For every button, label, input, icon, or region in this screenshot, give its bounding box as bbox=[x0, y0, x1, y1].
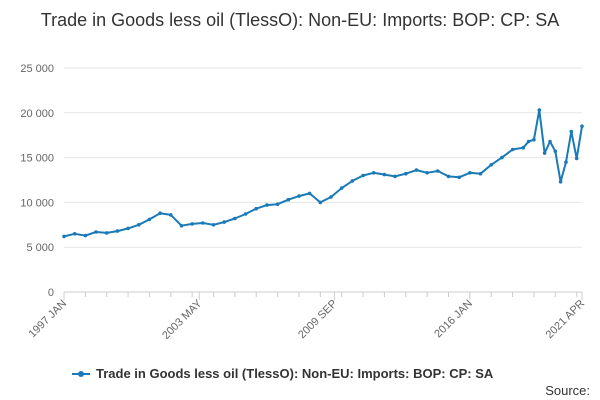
legend[interactable]: Trade in Goods less oil (TlessO): Non-EU… bbox=[72, 366, 493, 381]
data-point[interactable] bbox=[393, 174, 397, 179]
data-point[interactable] bbox=[307, 191, 312, 196]
series-layer bbox=[62, 108, 584, 239]
data-point[interactable] bbox=[569, 129, 574, 134]
source-label: Source: bbox=[545, 383, 590, 398]
data-point[interactable] bbox=[137, 223, 141, 227]
data-point[interactable] bbox=[500, 155, 504, 160]
data-point[interactable] bbox=[548, 139, 552, 144]
data-point[interactable] bbox=[265, 203, 269, 207]
y-tick-label: 25 000 bbox=[20, 63, 54, 75]
data-point[interactable] bbox=[537, 108, 542, 112]
data-point[interactable] bbox=[275, 202, 280, 206]
data-point[interactable] bbox=[147, 217, 152, 222]
legend-line-marker-icon bbox=[72, 370, 90, 377]
y-tick-label: 5 000 bbox=[26, 242, 54, 254]
data-point[interactable] bbox=[468, 171, 472, 175]
data-point[interactable] bbox=[371, 171, 376, 175]
data-point[interactable] bbox=[404, 171, 408, 176]
data-point[interactable] bbox=[526, 139, 531, 144]
data-point[interactable] bbox=[243, 212, 248, 216]
x-tick-label: 2016 JAN bbox=[432, 298, 475, 341]
data-point[interactable] bbox=[574, 156, 579, 161]
x-tick-label: 2009 SEP bbox=[296, 298, 340, 342]
data-point[interactable] bbox=[115, 229, 120, 233]
data-point[interactable] bbox=[233, 216, 237, 221]
y-axis-ticks: 0 5 000 10 000 15 000 20 000 25 000 bbox=[20, 63, 54, 299]
data-point[interactable] bbox=[83, 233, 88, 238]
y-tick-label: 0 bbox=[48, 287, 54, 299]
y-tick-label: 10 000 bbox=[20, 197, 54, 209]
data-point[interactable] bbox=[254, 206, 258, 211]
data-point[interactable] bbox=[94, 230, 98, 234]
data-point[interactable] bbox=[158, 211, 162, 215]
data-point[interactable] bbox=[222, 220, 226, 224]
data-point[interactable] bbox=[211, 223, 216, 227]
series-line bbox=[63, 109, 583, 238]
x-tick-label: 2003 MAY bbox=[160, 297, 205, 342]
data-point[interactable] bbox=[104, 231, 109, 235]
legend-label: Trade in Goods less oil (TlessO): Non-EU… bbox=[96, 366, 494, 381]
data-point[interactable] bbox=[564, 160, 568, 164]
data-point[interactable] bbox=[286, 197, 291, 202]
data-point[interactable] bbox=[169, 213, 173, 217]
data-point[interactable] bbox=[297, 194, 301, 198]
y-tick-label: 15 000 bbox=[20, 153, 54, 165]
data-point[interactable] bbox=[318, 200, 323, 205]
y-tick-label: 20 000 bbox=[20, 108, 54, 120]
data-point[interactable] bbox=[382, 172, 387, 177]
data-point[interactable] bbox=[436, 169, 440, 173]
gridlines bbox=[64, 67, 582, 293]
data-point[interactable] bbox=[489, 163, 494, 167]
data-point[interactable] bbox=[201, 221, 205, 225]
data-point[interactable] bbox=[542, 151, 547, 155]
data-point[interactable] bbox=[329, 195, 333, 199]
data-point[interactable] bbox=[532, 137, 536, 142]
data-point[interactable] bbox=[62, 234, 66, 239]
x-tick-label: 2021 APR bbox=[544, 298, 588, 342]
data-point[interactable] bbox=[446, 174, 451, 179]
data-point[interactable] bbox=[339, 186, 344, 190]
data-point[interactable] bbox=[361, 173, 365, 178]
data-point[interactable] bbox=[478, 171, 483, 176]
data-point[interactable] bbox=[558, 180, 563, 184]
data-point[interactable] bbox=[457, 175, 462, 180]
data-point[interactable] bbox=[521, 145, 526, 150]
data-point[interactable] bbox=[425, 171, 429, 175]
data-point[interactable] bbox=[179, 223, 184, 228]
chart-title: Trade in Goods less oil (TlessO): Non-EU… bbox=[40, 10, 560, 30]
data-point[interactable] bbox=[190, 222, 194, 226]
x-tick-label: 1997 JAN bbox=[26, 298, 69, 341]
x-axis: 1997 JAN 2003 MAY 2009 SEP 2016 JAN 2021 APR bbox=[26, 292, 587, 342]
data-point[interactable] bbox=[126, 226, 130, 231]
data-point[interactable] bbox=[350, 179, 355, 183]
data-point[interactable] bbox=[553, 149, 558, 154]
data-point[interactable] bbox=[72, 232, 77, 236]
data-point[interactable] bbox=[414, 168, 419, 172]
data-point[interactable] bbox=[510, 147, 515, 152]
data-point[interactable] bbox=[580, 124, 584, 128]
